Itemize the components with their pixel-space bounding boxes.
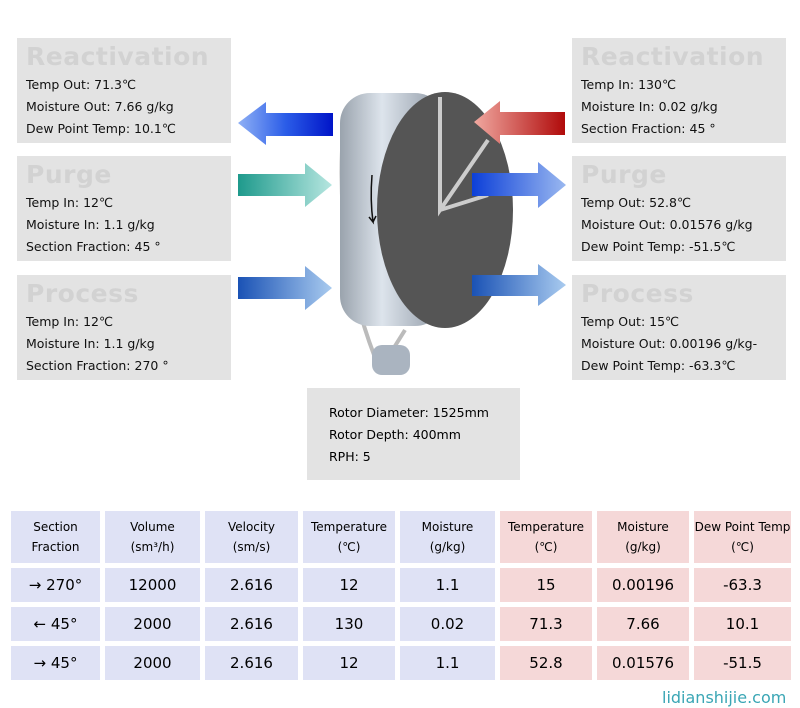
column-header: Dew Point Temp (℃) — [694, 511, 791, 563]
table-cell: 12000 — [105, 568, 200, 602]
box-line: Temp In: 130℃ — [581, 77, 676, 92]
table-cell: 7.66 — [597, 607, 689, 641]
table-cell: -63.3 — [694, 568, 791, 602]
rotor-diameter: Rotor Diameter: 1525mm — [329, 405, 489, 420]
box-line: Moisture Out: 7.66 g/kg — [26, 99, 174, 114]
header-text: Temperature — [310, 520, 387, 534]
table-cell: 2.616 — [205, 646, 298, 680]
process-in-arrow — [238, 266, 332, 310]
pulley — [372, 345, 410, 375]
box-line: Dew Point Temp: 10.1℃ — [26, 121, 176, 136]
table-cell: 2.616 — [205, 607, 298, 641]
header-text: Volume — [130, 520, 175, 534]
box-line: Temp In: 12℃ — [26, 314, 114, 329]
sector-divider — [438, 97, 490, 217]
table-cell: 0.02 — [400, 607, 495, 641]
column-header: Moisture (g/kg) — [597, 511, 689, 563]
table-cell: 0.00196 — [597, 568, 689, 602]
column-header: Velocity (sm/s) — [205, 511, 298, 563]
box-line: Moisture In: 1.1 g/kg — [26, 217, 155, 232]
table-cell: 15 — [500, 568, 592, 602]
purge-out-arrow — [472, 162, 566, 208]
table-cell: ← 45° — [11, 607, 100, 641]
table-cell: 1.1 — [400, 568, 495, 602]
box-line: Temp Out: 15℃ — [581, 314, 680, 329]
box-line: Temp Out: 52.8℃ — [581, 195, 692, 210]
table-cell: 12 — [303, 646, 395, 680]
box-title: Process — [581, 279, 694, 308]
header-text: (℃) — [337, 540, 361, 554]
box-line: Moisture In: 0.02 g/kg — [581, 99, 718, 114]
table-cell: 12 — [303, 568, 395, 602]
table-cell: 130 — [303, 607, 395, 641]
header-text: Moisture — [421, 520, 474, 534]
table-cell: 1.1 — [400, 646, 495, 680]
header-text: (g/kg) — [625, 540, 661, 554]
table-row: → 270° 12000 2.616 12 1.1 15 0.00196 -63.3 — [11, 568, 791, 602]
header-text: (sm/s) — [232, 540, 271, 554]
table-cell: 2000 — [105, 607, 200, 641]
table-cell: 71.3 — [500, 607, 592, 641]
box-line: Moisture Out: 0.01576 g/kg — [581, 217, 753, 232]
column-header: Temperature (℃) — [500, 511, 592, 563]
table-header: Section Fraction Volume (sm³/h) Velocity (sm/… — [11, 511, 791, 563]
rotor-diagram — [238, 92, 566, 375]
rotor-spec-box: Rotor Diameter: 1525mm Rotor Depth: 400mm… — [307, 388, 520, 480]
header-text: Velocity — [227, 520, 276, 534]
header-text: Temperature — [507, 520, 584, 534]
table-cell: 52.8 — [500, 646, 592, 680]
box-title: Purge — [26, 160, 112, 189]
header-text: Moisture — [617, 520, 669, 534]
table-cell: 2.616 — [205, 568, 298, 602]
column-header: Volume (sm³/h) — [105, 511, 200, 563]
box-title: Reactivation — [581, 42, 765, 71]
header-text: Dew Point Temp — [694, 520, 791, 534]
header-text: (℃) — [534, 540, 558, 554]
left-process-box: Process Temp In: 12℃ Moisture In: 1.1 g/kg… — [17, 275, 231, 380]
box-title: Purge — [581, 160, 667, 189]
left-reactivation-box: Reactivation Temp Out: 71.3℃ Moisture Out:… — [17, 38, 231, 143]
box-line: Temp In: 12℃ — [26, 195, 114, 210]
reactivation-in-arrow — [474, 101, 565, 144]
header-text: Fraction — [31, 540, 80, 554]
reactivation-out-arrow — [238, 102, 333, 145]
process-out-arrow — [472, 264, 566, 306]
watermark: lidianshijie.com — [662, 688, 787, 707]
column-header: Temperature (℃) — [303, 511, 395, 563]
column-header: Section Fraction — [11, 511, 100, 563]
table-cell: -51.5 — [694, 646, 791, 680]
left-purge-box: Purge Temp In: 12℃ Moisture In: 1.1 g/kg Se… — [17, 156, 231, 261]
table-cell: → 45° — [11, 646, 100, 680]
table-cell: 0.01576 — [597, 646, 689, 680]
box-line: Moisture In: 1.1 g/kg — [26, 336, 155, 351]
header-text: (g/kg) — [429, 540, 466, 554]
right-process-box: Process Temp Out: 15℃ Moisture Out: 0.0019… — [572, 275, 786, 380]
rotor-depth: Rotor Depth: 400mm — [329, 427, 461, 442]
box-title: Reactivation — [26, 42, 210, 71]
table-cell: 2000 — [105, 646, 200, 680]
header-text: (℃) — [731, 540, 754, 554]
right-reactivation-box: Reactivation Temp In: 130℃ Moisture In: 0.… — [572, 38, 786, 143]
box-line: Section Fraction: 45 ° — [26, 239, 161, 254]
table-row: → 45° 2000 2.616 12 1.1 52.8 0.01576 -51.5 — [11, 646, 791, 680]
box-line: Section Fraction: 270 ° — [26, 358, 169, 373]
rotation-arrow-icon — [368, 174, 377, 225]
column-header: Moisture (g/kg) — [400, 511, 495, 563]
table-cell: 10.1 — [694, 607, 791, 641]
data-table: Section Fraction Volume (sm³/h) Velocity (sm/… — [6, 506, 796, 685]
box-line: Dew Point Temp: -63.3℃ — [581, 358, 736, 373]
table-cell: → 270° — [11, 568, 100, 602]
table-row: ← 45° 2000 2.616 130 0.02 71.3 7.66 10.1 — [11, 607, 791, 641]
box-line: Dew Point Temp: -51.5℃ — [581, 239, 736, 254]
right-purge-box: Purge Temp Out: 52.8℃ Moisture Out: 0.0157… — [572, 156, 786, 261]
header-text: Section — [33, 520, 78, 534]
box-title: Process — [26, 279, 139, 308]
box-line: Section Fraction: 45 ° — [581, 121, 716, 136]
box-line: Temp Out: 71.3℃ — [26, 77, 137, 92]
purge-in-arrow — [238, 163, 332, 207]
box-line: Moisture Out: 0.00196 g/kg- — [581, 336, 758, 351]
header-text: (sm³/h) — [130, 540, 175, 554]
rotor-rph: RPH: 5 — [329, 449, 371, 464]
